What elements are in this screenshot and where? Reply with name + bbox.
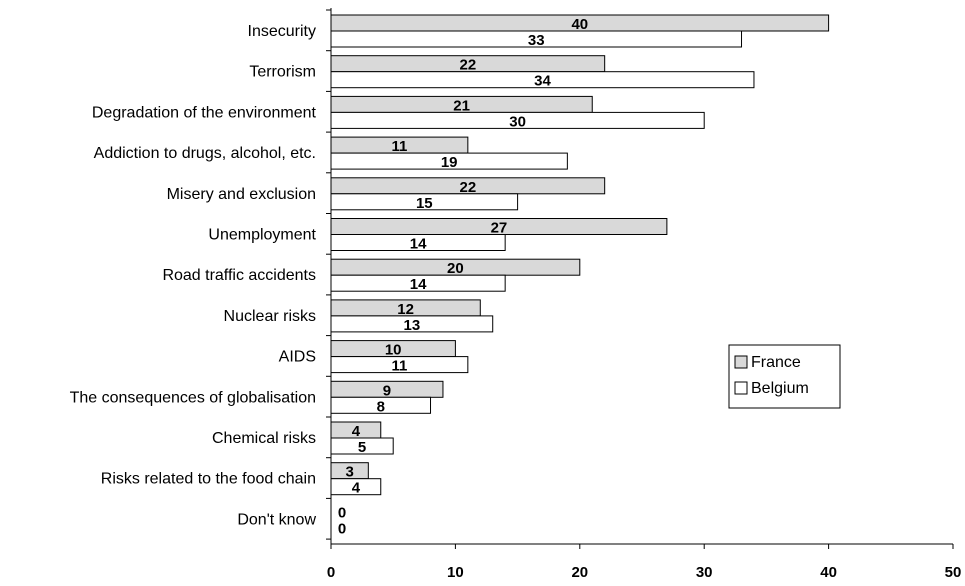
- legend-swatch-belgium: [734, 381, 748, 395]
- data-label-france: 4: [352, 423, 361, 440]
- legend: France Belgium: [728, 344, 841, 409]
- category-label: Nuclear risks: [224, 308, 316, 325]
- data-label-france: 22: [459, 179, 476, 196]
- x-tick-label: 50: [945, 564, 962, 581]
- category-label: Risks related to the food chain: [101, 471, 316, 488]
- x-tick-labels: 0 10 20 30 40 50: [327, 564, 962, 581]
- data-label-belgium: 0: [338, 520, 346, 537]
- data-label-france: 11: [391, 138, 407, 155]
- data-label-france: 20: [447, 260, 464, 277]
- category-labels: Insecurity Terrorism Degradation of the en…: [70, 23, 317, 528]
- x-tick-label: 0: [327, 564, 335, 581]
- data-label-belgium: 30: [509, 113, 526, 130]
- data-label-belgium: 33: [528, 32, 545, 49]
- x-tick-label: 20: [571, 564, 588, 581]
- category-label: Don't know: [237, 511, 316, 528]
- data-label-france: 27: [491, 220, 508, 237]
- data-label-belgium: 8: [377, 398, 385, 415]
- data-label-france: 12: [397, 301, 414, 318]
- axes: [326, 8, 954, 549]
- x-tick-label: 10: [447, 564, 464, 581]
- category-label: Addiction to drugs, alcohol, etc.: [94, 145, 316, 162]
- data-label-belgium: 19: [441, 154, 458, 171]
- data-label-france: 22: [459, 57, 476, 74]
- legend-label-belgium: Belgium: [751, 380, 809, 397]
- category-label: Insecurity: [248, 23, 316, 40]
- x-tick-label: 40: [820, 564, 837, 581]
- data-label-france: 3: [345, 464, 353, 481]
- data-label-france: 0: [338, 504, 346, 521]
- category-label: Terrorism: [249, 64, 316, 81]
- category-label: The consequences of globalisation: [70, 389, 316, 406]
- data-label-belgium: 11: [391, 358, 407, 375]
- data-label-belgium: 13: [404, 317, 421, 334]
- data-label-belgium: 5: [358, 439, 366, 456]
- category-label: Road traffic accidents: [162, 267, 316, 284]
- category-label: Misery and exclusion: [167, 186, 316, 203]
- data-label-belgium: 14: [410, 236, 427, 253]
- legend-label-france: France: [751, 354, 801, 371]
- data-label-france: 21: [453, 97, 470, 114]
- data-labels: 4033223421301119221527142014121310119845…: [338, 16, 588, 537]
- category-label: AIDS: [279, 349, 316, 366]
- bars: [330, 14, 830, 496]
- data-label-france: 10: [385, 342, 402, 359]
- data-label-belgium: 4: [352, 480, 361, 497]
- category-label: Degradation of the environment: [92, 104, 317, 121]
- x-tick-label: 30: [696, 564, 713, 581]
- data-label-belgium: 34: [534, 73, 551, 90]
- data-label-belgium: 14: [410, 276, 427, 293]
- data-label-france: 40: [571, 16, 588, 33]
- data-label-belgium: 15: [416, 195, 433, 212]
- legend-swatch-france: [734, 355, 748, 369]
- category-label: Chemical risks: [212, 430, 316, 447]
- category-label: Unemployment: [208, 227, 316, 244]
- data-label-france: 9: [383, 382, 391, 399]
